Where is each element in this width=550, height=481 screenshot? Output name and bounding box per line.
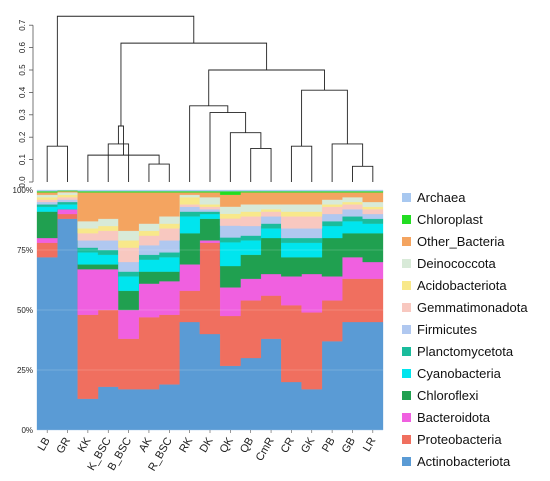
dendrogram-branch xyxy=(331,143,364,182)
legend-swatch xyxy=(402,457,411,466)
legend-label: Other_Bacteria xyxy=(417,234,505,249)
legend-label: Actinobacteriota xyxy=(417,454,511,469)
x-tick-label: GR xyxy=(54,435,73,455)
dendrogram-y-tick-label: 0.1 xyxy=(18,153,27,165)
dendrogram-branch xyxy=(107,143,130,182)
dendrogram-branch xyxy=(209,112,247,182)
x-tick-label: CR xyxy=(279,435,297,455)
y-tick-label: 50% xyxy=(17,306,33,315)
dendrogram-branch xyxy=(87,154,160,182)
dendrogram-y-tick-label: 0.6 xyxy=(18,41,27,53)
x-tick-label: DK xyxy=(198,435,216,455)
legend-label: Gemmatimonadota xyxy=(417,300,528,315)
dendrogram-y-tick-label: 0.3 xyxy=(18,109,27,121)
legend-swatch xyxy=(402,413,411,422)
legend-swatch xyxy=(402,215,411,224)
x-tick-label: LR xyxy=(361,435,378,453)
legend-label: Cyanobacteria xyxy=(417,366,502,381)
dendrogram-y-tick-label: 0.0 xyxy=(18,176,27,188)
legend-swatch xyxy=(402,303,411,312)
dendrogram-branch xyxy=(250,147,272,182)
legend-swatch xyxy=(402,237,411,246)
dendrogram-branch xyxy=(46,145,68,182)
legend-swatch xyxy=(402,369,411,378)
dendrogram-y-tick-label: 0.5 xyxy=(18,64,27,76)
legend-swatch xyxy=(402,325,411,334)
legend-label: Planctomycetota xyxy=(417,344,514,359)
legend-label: Acidobacteriota xyxy=(417,278,507,293)
x-tick-label: GB xyxy=(340,436,358,456)
dendrogram-branch xyxy=(189,105,229,182)
x-tick-label: AK xyxy=(137,435,155,454)
legend-label: Firmicutes xyxy=(417,322,477,337)
dendrogram-branch xyxy=(290,145,313,182)
y-tick-label: 100% xyxy=(13,186,33,195)
legend-label: Bacteroidota xyxy=(417,410,491,425)
dendrogram-branch xyxy=(208,69,325,106)
x-tick-label: GK xyxy=(299,435,318,455)
legend-label: Proteobacteria xyxy=(417,432,502,447)
legend-swatch xyxy=(402,193,411,202)
dendrogram-branch xyxy=(56,15,195,147)
dendrogram-branch xyxy=(229,132,262,182)
x-tick-label: RK xyxy=(177,435,195,455)
legend-label: Chloroflexi xyxy=(417,388,479,403)
dendrogram-y-tick-label: 0.4 xyxy=(18,86,27,98)
legend-swatch xyxy=(402,435,411,444)
legend-swatch xyxy=(402,391,411,400)
legend-label: Archaea xyxy=(417,190,466,205)
dendrogram-branch xyxy=(117,125,124,156)
y-tick-label: 25% xyxy=(17,366,33,375)
dendrogram-branch xyxy=(352,165,374,182)
dendrogram-y-tick-label: 0.2 xyxy=(18,131,27,143)
legend-swatch xyxy=(402,281,411,290)
x-tick-label: KK xyxy=(76,435,94,454)
dendrogram-branch xyxy=(148,163,170,182)
legend-swatch xyxy=(402,347,411,356)
legend-swatch xyxy=(402,259,411,268)
x-tick-label: CmR xyxy=(254,435,277,463)
y-tick-label: 0% xyxy=(21,426,33,435)
dendrogram-branch xyxy=(120,42,268,126)
dendrogram: 0.0 0.1 0.2 0.3 0.4 0.5 0.6 0.7 xyxy=(18,15,374,188)
x-tick-label: QK xyxy=(218,435,237,455)
area-series-archaea xyxy=(36,189,384,192)
legend: Archaea Chloroplast Other_Bacteria Deinococ… xyxy=(402,190,528,469)
x-tick-label: QB xyxy=(238,436,256,456)
x-tick-label: PB xyxy=(320,436,338,455)
dendrogram-branch xyxy=(301,89,348,147)
x-tick-label: LB xyxy=(36,436,53,454)
legend-label: Deinococcota xyxy=(417,256,497,271)
y-tick-label: 75% xyxy=(17,246,33,255)
dendrogram-y-tick-label: 0.7 xyxy=(18,19,27,31)
legend-label: Chloroplast xyxy=(417,212,483,227)
